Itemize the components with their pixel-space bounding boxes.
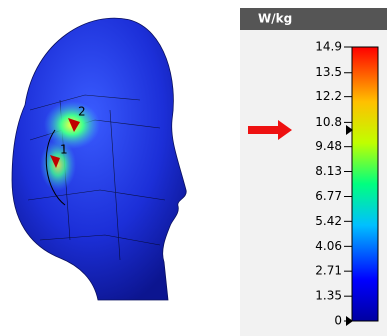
tick-label: 5.42 [315, 214, 342, 228]
tick-label: 6.77 [315, 189, 342, 203]
tick-label: 10.8 [315, 115, 342, 129]
tick-label: 2.71 [315, 264, 342, 278]
point-label: 2 [78, 105, 86, 119]
unit-label: W/kg [258, 12, 292, 26]
head-model: 2 1 [12, 18, 186, 300]
tick-label: 4.06 [315, 239, 342, 253]
tick-label: 14.9 [315, 40, 342, 54]
colorbar [352, 47, 378, 321]
tick-label: 13.5 [315, 65, 342, 79]
tick-label: 0 [334, 314, 342, 328]
tick-label: 1.35 [315, 289, 342, 303]
tick-label: 8.13 [315, 164, 342, 178]
point-label: 1 [60, 143, 68, 157]
tick-label: 12.2 [315, 89, 342, 103]
figure: 2 1 W/kg 14.9 13.5 12.2 10.8 9.48 8.13 6.77 5.4… [0, 0, 387, 336]
tick-label: 9.48 [315, 139, 342, 153]
